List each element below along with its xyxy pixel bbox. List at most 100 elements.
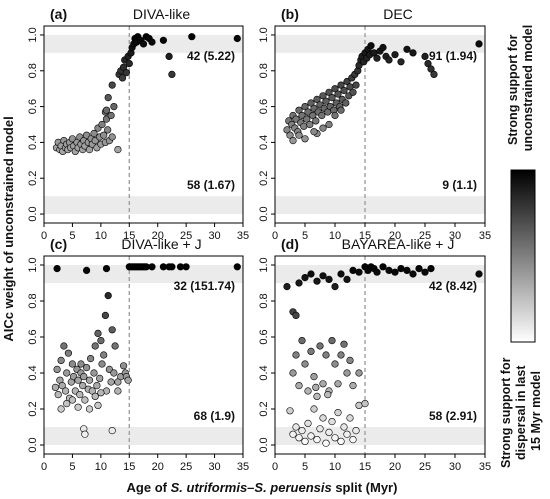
x-axis-label: Age of S. utriformis–S. peruensis split … bbox=[127, 480, 398, 495]
x-tick-label: 35 bbox=[237, 461, 249, 473]
data-point bbox=[300, 122, 308, 130]
y-tick-label: 0.4 bbox=[27, 365, 39, 380]
annotation-top: 91 (1.94) bbox=[429, 49, 477, 63]
data-point bbox=[114, 146, 122, 154]
annotation-bottom: 9 (1.1) bbox=[442, 178, 477, 192]
colorbar-bottom-label-line-1: Strong support for bbox=[499, 357, 513, 468]
x-tick-label: 0 bbox=[272, 230, 278, 242]
x-tick-label: 5 bbox=[302, 461, 308, 473]
data-point bbox=[424, 59, 432, 68]
data-point bbox=[324, 391, 332, 399]
data-point bbox=[289, 430, 297, 438]
data-point bbox=[298, 337, 306, 345]
data-point bbox=[337, 270, 345, 278]
data-point bbox=[303, 115, 311, 123]
data-point bbox=[82, 266, 91, 275]
data-point bbox=[110, 102, 118, 111]
data-point bbox=[111, 342, 119, 350]
x-tick-label: 10 bbox=[95, 230, 107, 242]
x-tick-label: 25 bbox=[419, 461, 431, 473]
y-tick-label: 1.0 bbox=[27, 27, 39, 42]
data-point bbox=[90, 369, 98, 377]
data-point bbox=[122, 68, 130, 77]
panel-3: 0 5 10 15 20 25 30 35 0.0 0.2 0.4 0.6 0.8 1.0 (c) DIVA-… bbox=[27, 236, 249, 473]
data-point bbox=[342, 99, 350, 107]
data-point bbox=[110, 369, 118, 377]
data-point bbox=[334, 90, 342, 98]
data-point bbox=[100, 131, 108, 139]
data-point bbox=[415, 265, 423, 273]
data-point bbox=[295, 106, 303, 114]
data-point bbox=[188, 33, 196, 41]
plot-frame bbox=[274, 25, 486, 224]
data-point bbox=[295, 131, 303, 139]
y-tick-label: 1.0 bbox=[258, 27, 270, 42]
data-point bbox=[168, 70, 176, 78]
panel-label: (b) bbox=[281, 6, 299, 22]
shaded-band bbox=[44, 265, 243, 283]
data-points bbox=[52, 33, 241, 155]
data-point bbox=[427, 65, 435, 73]
data-point bbox=[361, 400, 369, 408]
data-point bbox=[430, 70, 438, 78]
panel-title: DIVA-like bbox=[133, 6, 191, 22]
data-point bbox=[53, 365, 61, 374]
data-point bbox=[93, 382, 101, 390]
data-point bbox=[397, 265, 405, 273]
x-axis-label-suffix: split (Myr) bbox=[332, 480, 398, 495]
data-points bbox=[51, 263, 241, 438]
data-point bbox=[295, 382, 303, 390]
data-point bbox=[331, 85, 339, 93]
x-tick-label: 10 bbox=[329, 230, 341, 242]
data-point bbox=[409, 270, 417, 278]
data-point bbox=[409, 49, 417, 57]
data-point bbox=[307, 432, 315, 440]
data-point bbox=[97, 337, 105, 345]
data-point bbox=[54, 391, 62, 399]
data-point bbox=[295, 434, 303, 442]
data-point bbox=[108, 427, 116, 435]
data-point bbox=[340, 423, 348, 431]
annotation-bottom: 58 (1.67) bbox=[187, 178, 235, 192]
data-point bbox=[397, 58, 405, 66]
data-point bbox=[343, 77, 351, 86]
data-point bbox=[159, 36, 167, 44]
x-tick-label: 35 bbox=[479, 230, 491, 242]
data-point bbox=[107, 378, 115, 386]
data-point bbox=[403, 266, 411, 275]
data-point bbox=[319, 92, 327, 100]
data-point bbox=[85, 405, 94, 413]
data-point bbox=[74, 376, 82, 384]
plot-frame bbox=[274, 255, 486, 455]
y-axis-label: AICc weight of unconstrained model bbox=[1, 116, 16, 341]
colorbar-bottom-label-line-3: 15 Myr model bbox=[529, 371, 543, 451]
data-point bbox=[182, 263, 190, 271]
data-point bbox=[60, 342, 68, 350]
data-point bbox=[96, 374, 104, 383]
panel-2: 0 5 10 15 20 25 30 35 0.0 0.2 0.4 0.6 0.8 1.0 (b) DEC 91… bbox=[258, 6, 491, 242]
data-point bbox=[313, 392, 321, 401]
data-point bbox=[104, 292, 112, 300]
y-tick-label: 0.2 bbox=[27, 171, 39, 186]
y-tick-label: 0.0 bbox=[27, 437, 39, 452]
data-point bbox=[309, 111, 317, 120]
data-point bbox=[148, 38, 156, 46]
y-tick-label: 0.8 bbox=[27, 63, 39, 78]
data-point bbox=[391, 51, 399, 59]
y-tick-label: 0.2 bbox=[258, 401, 270, 416]
data-point bbox=[310, 405, 318, 413]
data-point bbox=[313, 277, 321, 285]
data-point bbox=[292, 423, 300, 431]
data-point bbox=[367, 42, 375, 50]
x-tick-label: 15 bbox=[123, 230, 135, 242]
x-tick-label: 5 bbox=[69, 230, 75, 242]
data-point bbox=[295, 279, 303, 287]
x-tick-label: 25 bbox=[419, 230, 431, 242]
x-tick-label: 5 bbox=[302, 230, 308, 242]
data-point bbox=[301, 360, 309, 368]
x-tick-label: 35 bbox=[479, 461, 491, 473]
panel-label: (d) bbox=[281, 236, 299, 252]
data-point bbox=[283, 283, 291, 291]
data-point bbox=[328, 93, 336, 102]
